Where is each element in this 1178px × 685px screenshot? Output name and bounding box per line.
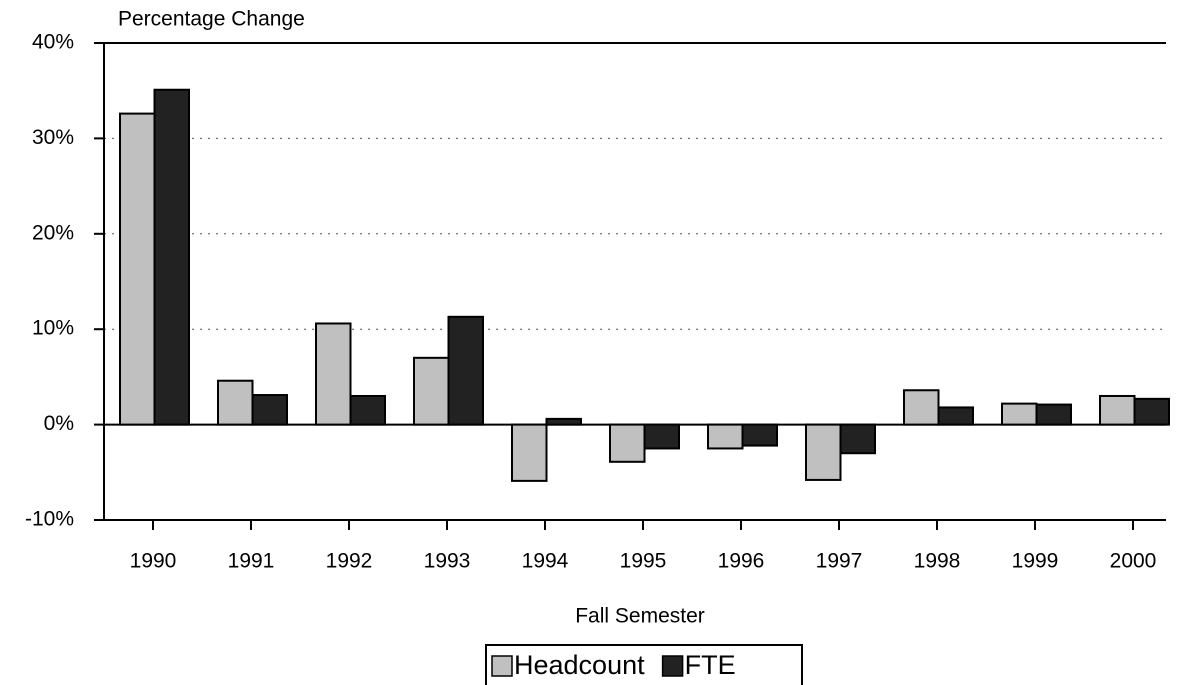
y-tick-label: 20%	[32, 221, 74, 244]
x-axis-title: Fall Semester	[575, 605, 705, 628]
bar	[839, 423, 876, 455]
y-tick-label: 30%	[32, 126, 74, 149]
x-tick-label: 1997	[816, 550, 863, 573]
bar	[1001, 402, 1038, 426]
bar	[1099, 394, 1136, 426]
y-tick-label: 0%	[44, 412, 74, 435]
bar	[447, 315, 484, 426]
x-tick-label: 1993	[424, 550, 471, 573]
bar	[1035, 403, 1072, 426]
legend-swatch	[491, 655, 513, 677]
x-tick-label: 1996	[718, 550, 765, 573]
bar	[413, 356, 450, 426]
x-tick-label: 1995	[620, 550, 667, 573]
x-tick-label: 1992	[326, 550, 373, 573]
x-tick-label: 1999	[1012, 550, 1059, 573]
x-tick-label: 2000	[1110, 550, 1157, 573]
legend: Headcount FTE	[491, 650, 736, 680]
bar	[119, 112, 156, 426]
bar	[349, 394, 386, 426]
bar	[217, 379, 254, 426]
legend-box	[485, 644, 803, 685]
chart-title: Percentage Change	[118, 8, 305, 31]
bar	[251, 394, 288, 426]
x-tick-label: 1990	[130, 550, 177, 573]
bar	[153, 88, 190, 426]
bar	[609, 423, 646, 463]
legend-label: FTE	[685, 650, 736, 680]
bar	[315, 322, 352, 426]
bar	[511, 423, 548, 482]
bar	[903, 389, 940, 426]
y-tick-label: 40%	[32, 31, 74, 54]
bar	[937, 406, 974, 426]
y-tick-label: -10%	[25, 508, 74, 531]
x-tick-label: 1994	[522, 550, 569, 573]
bar	[1133, 397, 1170, 426]
bar	[707, 423, 744, 450]
y-tick-label: 10%	[32, 317, 74, 340]
bar	[805, 423, 842, 481]
legend-swatch	[661, 655, 684, 677]
bar	[741, 423, 778, 447]
bar	[545, 417, 582, 426]
legend-label: Headcount	[514, 650, 645, 680]
x-tick-label: 1998	[914, 550, 961, 573]
bar	[643, 423, 680, 450]
x-tick-label: 1991	[228, 550, 275, 573]
